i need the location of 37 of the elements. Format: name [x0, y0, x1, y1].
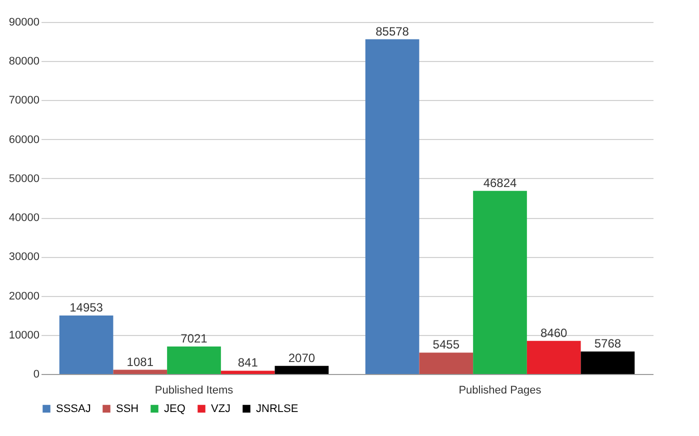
- bar: [580, 351, 635, 374]
- legend-label: VZJ: [211, 402, 231, 415]
- x-tick-label: Published Pages: [458, 384, 542, 396]
- data-label: 8460: [540, 326, 568, 340]
- data-label: 7021: [180, 332, 208, 346]
- x-tick-label: Published Items: [154, 384, 234, 396]
- bar: [419, 352, 474, 374]
- y-tick-label: 60000: [8, 134, 40, 146]
- y-tick-label: 50000: [8, 172, 40, 185]
- y-tick-label: 0: [33, 368, 40, 380]
- y-tick-label: 10000: [8, 329, 40, 342]
- data-label: 2070: [288, 350, 316, 365]
- data-label: 5768: [594, 336, 622, 350]
- bar: [473, 190, 527, 374]
- y-tick-label: 40000: [8, 212, 40, 224]
- bar: [167, 346, 221, 374]
- bar: [365, 39, 420, 374]
- y-tick-label: 70000: [8, 94, 40, 107]
- data-label: 46824: [483, 176, 518, 190]
- bar: [274, 366, 329, 374]
- legend-label: JEQ: [164, 402, 186, 415]
- legend-label: SSSAJ: [56, 402, 91, 415]
- data-label: 5455: [432, 338, 460, 352]
- data-label: 841: [238, 356, 258, 370]
- bar: [526, 340, 581, 374]
- y-tick-label: 30000: [8, 251, 40, 264]
- bar: [220, 370, 275, 374]
- data-label: 85578: [376, 24, 410, 38]
- legend-label: SSH: [116, 402, 139, 415]
- bar: [113, 370, 168, 374]
- y-tick-label: 20000: [8, 290, 40, 302]
- y-tick-label: 80000: [8, 56, 40, 68]
- legend-label: JNRLSE: [256, 402, 298, 415]
- data-label: 14953: [70, 300, 104, 315]
- y-tick-label: 90000: [8, 16, 40, 28]
- data-label: 1081: [126, 354, 154, 369]
- bar: [59, 316, 114, 374]
